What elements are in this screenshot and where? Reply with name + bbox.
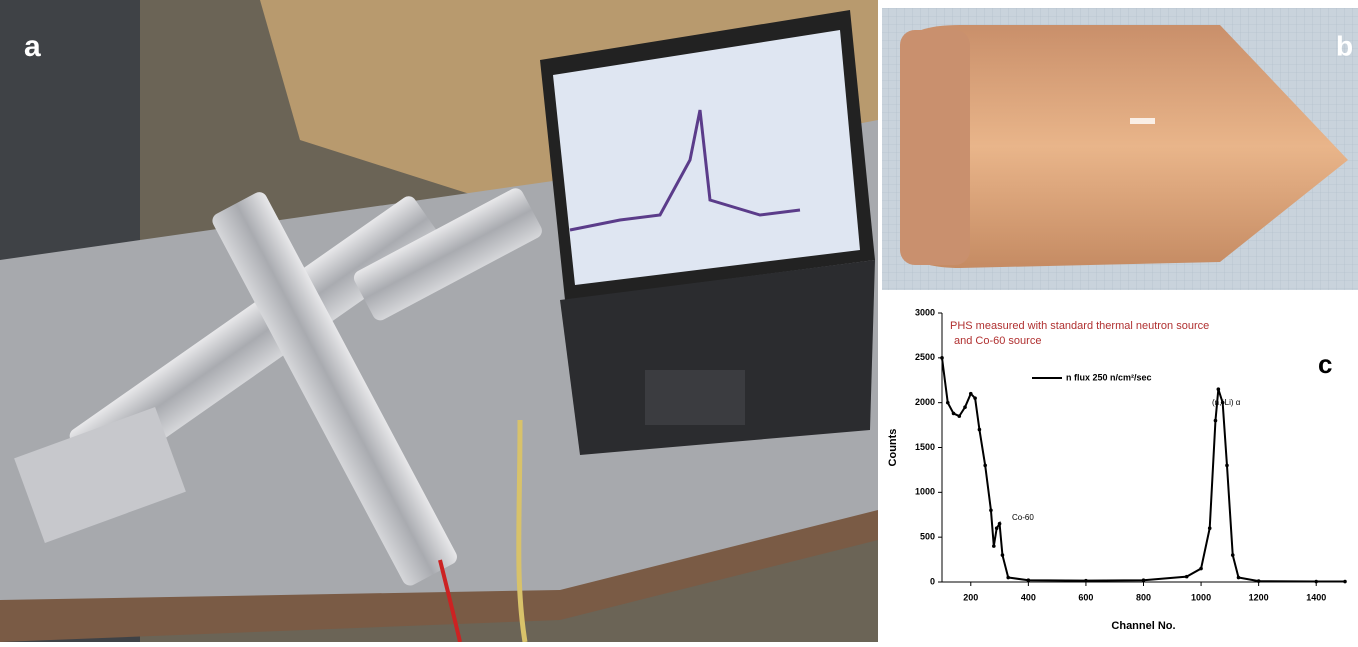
annotation: Co-60 bbox=[1012, 513, 1034, 522]
data-point bbox=[952, 412, 956, 416]
data-point bbox=[978, 428, 982, 432]
data-point bbox=[1208, 526, 1212, 530]
data-point bbox=[1231, 553, 1235, 557]
data-point bbox=[983, 464, 987, 468]
x-tick-label: 200 bbox=[963, 592, 978, 602]
data-point bbox=[1214, 419, 1218, 423]
data-point bbox=[1185, 575, 1189, 579]
data-point bbox=[1027, 578, 1031, 582]
panel-label: b bbox=[1336, 30, 1353, 61]
data-point bbox=[989, 508, 993, 512]
data-point bbox=[1225, 464, 1229, 468]
data-point bbox=[1199, 567, 1203, 571]
data-point bbox=[1006, 576, 1010, 580]
data-point bbox=[992, 544, 996, 548]
data-point bbox=[1314, 580, 1318, 584]
y-tick-label: 3000 bbox=[915, 307, 935, 317]
data-point bbox=[957, 414, 961, 418]
panel-label: c bbox=[1318, 349, 1332, 379]
x-tick-label: 400 bbox=[1021, 592, 1036, 602]
panel-label: a bbox=[24, 30, 41, 63]
y-axis-label: Counts bbox=[887, 429, 899, 467]
data-point bbox=[1257, 579, 1261, 583]
chart-title: and Co-60 source bbox=[954, 335, 1041, 347]
x-tick-label: 1400 bbox=[1306, 592, 1326, 602]
x-tick-label: 800 bbox=[1136, 592, 1151, 602]
data-point bbox=[969, 392, 973, 396]
data-point bbox=[963, 405, 967, 409]
photo-a bbox=[0, 0, 878, 642]
y-tick-label: 0 bbox=[930, 576, 935, 586]
data-point bbox=[1217, 387, 1221, 391]
chart-background bbox=[882, 295, 1358, 642]
x-tick-label: 600 bbox=[1078, 592, 1093, 602]
y-tick-label: 2500 bbox=[915, 352, 935, 362]
chart-title: PHS measured with standard thermal neutr… bbox=[950, 320, 1209, 332]
data-point bbox=[940, 356, 944, 360]
data-point bbox=[946, 401, 950, 405]
data-point bbox=[1343, 580, 1347, 584]
data-point bbox=[1142, 578, 1146, 582]
legend-label: n flux 250 n/cm²/sec bbox=[1066, 372, 1152, 382]
photo-b bbox=[882, 8, 1358, 290]
data-point bbox=[998, 522, 1002, 526]
y-tick-label: 1000 bbox=[915, 487, 935, 497]
x-axis-label: Channel No. bbox=[1111, 620, 1175, 632]
data-point bbox=[1001, 553, 1005, 557]
x-tick-label: 1000 bbox=[1191, 592, 1211, 602]
figure: a b c 0 500 1000 1500 2000 2500 3000 200 400 600 8… bbox=[0, 0, 1358, 642]
y-tick-label: 2000 bbox=[915, 397, 935, 407]
data-point bbox=[995, 526, 999, 530]
y-tick-label: 1500 bbox=[915, 442, 935, 452]
data-point bbox=[1237, 576, 1241, 580]
x-tick-label: 1200 bbox=[1249, 592, 1269, 602]
y-tick-label: 500 bbox=[920, 532, 935, 542]
data-point bbox=[973, 396, 977, 400]
data-point bbox=[1221, 401, 1225, 405]
data-point bbox=[1084, 579, 1088, 583]
